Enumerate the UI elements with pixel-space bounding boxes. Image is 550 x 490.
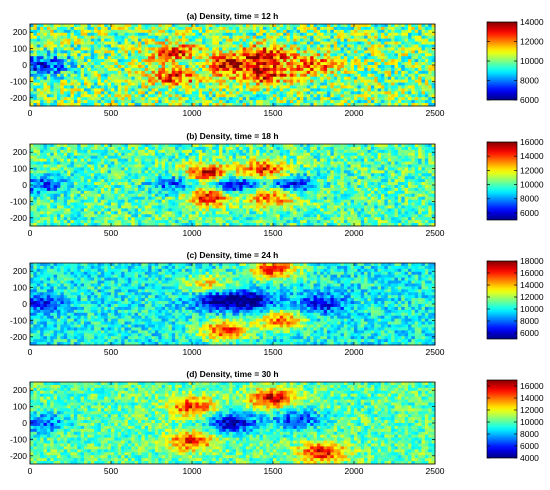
x-tick-label: 0 xyxy=(28,347,33,357)
x-tick-label: 500 xyxy=(104,347,118,357)
colorbar xyxy=(487,142,517,220)
colorbar-tick-label: 6000 xyxy=(520,441,539,451)
x-tick-label: 2500 xyxy=(426,466,445,476)
y-tick-label: 200 xyxy=(13,385,27,395)
colorbar-tick-label: 18000 xyxy=(520,256,544,266)
y-tick-label: -200 xyxy=(10,213,27,223)
y-tick-label: -100 xyxy=(10,434,27,444)
colorbar xyxy=(487,22,517,100)
x-tick-label: 2500 xyxy=(426,228,445,238)
heatmap-cells xyxy=(30,382,435,464)
x-tick-label: 500 xyxy=(104,466,118,476)
colorbar-tick-label: 16000 xyxy=(520,268,544,278)
y-tick-label: 0 xyxy=(22,60,27,70)
colorbar-tick-label: 14000 xyxy=(520,17,544,27)
colorbar-tick-label: 10000 xyxy=(520,304,544,314)
x-tick-label: 2000 xyxy=(345,347,364,357)
colorbar-tick-label: 10000 xyxy=(520,417,544,427)
y-tick-label: -100 xyxy=(10,315,27,325)
colorbar-tick-label: 4000 xyxy=(520,453,539,463)
x-tick-label: 500 xyxy=(104,108,118,118)
x-tick-label: 1000 xyxy=(183,347,202,357)
x-tick-label: 1000 xyxy=(183,108,202,118)
panel-title: (d) Density, time = 30 h xyxy=(186,369,278,379)
colorbar xyxy=(487,261,517,339)
colorbar-tick-label: 12000 xyxy=(520,405,544,415)
colorbar-tick-label: 14000 xyxy=(520,280,544,290)
x-tick-label: 500 xyxy=(104,228,118,238)
x-tick-label: 1500 xyxy=(264,466,283,476)
x-tick-label: 0 xyxy=(28,466,33,476)
colorbar-tick-label: 8000 xyxy=(520,429,539,439)
panel-title: (b) Density, time = 18 h xyxy=(186,131,278,141)
colorbar-tick-label: 8000 xyxy=(520,194,539,204)
colorbar-tick-label: 6000 xyxy=(520,95,539,105)
x-tick-label: 1500 xyxy=(264,108,283,118)
colorbar-tick-label: 14000 xyxy=(520,393,544,403)
colorbar-tick-label: 10000 xyxy=(520,56,544,66)
y-tick-label: 100 xyxy=(13,164,27,174)
x-tick-label: 0 xyxy=(28,228,33,238)
x-tick-label: 2000 xyxy=(345,108,364,118)
x-tick-label: 2500 xyxy=(426,108,445,118)
colorbar-tick-label: 12000 xyxy=(520,165,544,175)
y-tick-label: 200 xyxy=(13,147,27,157)
colorbar-tick-label: 6000 xyxy=(520,208,539,218)
y-tick-label: 200 xyxy=(13,27,27,37)
y-tick-label: -200 xyxy=(10,451,27,461)
colorbar-tick-label: 6000 xyxy=(520,328,539,338)
heatmap-cells xyxy=(30,144,435,226)
colorbar-tick-label: 12000 xyxy=(520,292,544,302)
y-tick-label: -100 xyxy=(10,76,27,86)
y-tick-label: 100 xyxy=(13,402,27,412)
x-tick-label: 2000 xyxy=(345,466,364,476)
x-tick-label: 2000 xyxy=(345,228,364,238)
x-tick-label: 1000 xyxy=(183,228,202,238)
x-tick-label: 1000 xyxy=(183,466,202,476)
colorbar-tick-label: 16000 xyxy=(520,137,544,147)
y-tick-label: -100 xyxy=(10,196,27,206)
colorbar-tick-label: 8000 xyxy=(520,76,539,86)
heatmap-cells xyxy=(30,263,435,345)
colorbar-tick-label: 14000 xyxy=(520,151,544,161)
colorbar-tick-label: 16000 xyxy=(520,381,544,391)
x-tick-label: 0 xyxy=(28,108,33,118)
y-tick-label: -200 xyxy=(10,93,27,103)
y-tick-label: 0 xyxy=(22,299,27,309)
heatmap-cells xyxy=(30,24,435,106)
x-tick-label: 1500 xyxy=(264,228,283,238)
y-tick-label: 100 xyxy=(13,283,27,293)
y-tick-label: 0 xyxy=(22,180,27,190)
y-tick-label: 100 xyxy=(13,44,27,54)
panel-title: (a) Density, time = 12 h xyxy=(187,11,279,21)
y-tick-label: 200 xyxy=(13,266,27,276)
colorbar-tick-label: 10000 xyxy=(520,180,544,190)
x-tick-label: 2500 xyxy=(426,347,445,357)
y-tick-label: -200 xyxy=(10,332,27,342)
panel-title: (c) Density, time = 24 h xyxy=(187,250,279,260)
colorbar-tick-label: 8000 xyxy=(520,316,539,326)
y-tick-label: 0 xyxy=(22,418,27,428)
colorbar xyxy=(487,380,517,458)
colorbar-tick-label: 12000 xyxy=(520,37,544,47)
x-tick-label: 1500 xyxy=(264,347,283,357)
